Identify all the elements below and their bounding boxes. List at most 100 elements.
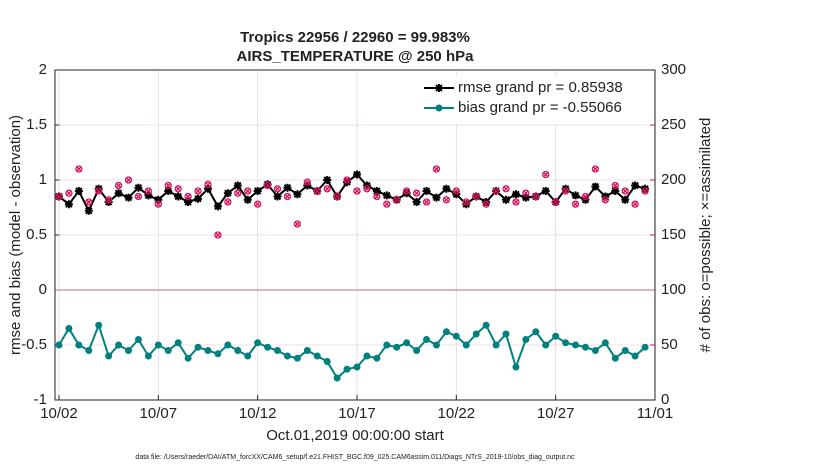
point [423, 336, 431, 343]
point [581, 343, 589, 351]
obs-cross [542, 171, 549, 178]
point [581, 192, 590, 201]
obs-circle [343, 176, 351, 184]
obs-circle [353, 187, 361, 195]
obs-circle [442, 196, 451, 204]
obs-cross [393, 196, 400, 203]
point [393, 196, 401, 204]
point [115, 341, 123, 349]
obs-cross [582, 193, 589, 200]
obs-cross [453, 188, 460, 194]
obs-cross [463, 199, 470, 205]
point [144, 191, 153, 200]
obs-cross [433, 166, 440, 172]
point [134, 192, 143, 201]
legend-label: bias grand pr = -0.55066 [458, 99, 622, 116]
point [442, 196, 451, 204]
obs-cross [403, 188, 410, 194]
point [532, 328, 540, 336]
point [323, 176, 332, 184]
obs-circle [144, 187, 153, 195]
obs-cross [602, 196, 609, 203]
obs-cross [532, 193, 539, 200]
point [154, 341, 162, 349]
obs-cross [125, 177, 132, 183]
obs-cross [592, 166, 599, 172]
obs-circle [174, 185, 182, 193]
obs-cross [75, 166, 82, 172]
point [124, 193, 133, 202]
obs-cross [324, 185, 331, 192]
x-tick-label: 10/27 [537, 405, 575, 422]
obs-cross [214, 232, 221, 238]
obs-circle [124, 176, 133, 184]
obs-cross [205, 181, 211, 188]
point [323, 358, 331, 365]
obs-cross [522, 190, 529, 197]
point [293, 190, 302, 199]
point [134, 183, 143, 192]
point [561, 187, 570, 195]
obs-circle [363, 185, 371, 193]
point [432, 341, 440, 349]
point [393, 343, 401, 351]
point [184, 354, 192, 362]
point [74, 187, 83, 195]
obs-cross [264, 182, 271, 189]
obs-cross [334, 193, 341, 200]
point [333, 192, 341, 201]
obs-cross [632, 201, 639, 208]
y2-tick-label: 100 [661, 281, 686, 298]
obs-circle [134, 192, 143, 201]
obs-circle [482, 200, 490, 208]
chart-title: Tropics 22956 / 22960 = 99.983% [240, 29, 470, 46]
point [95, 187, 103, 195]
point [542, 170, 550, 179]
point [611, 181, 619, 190]
point [621, 187, 629, 195]
point [203, 184, 212, 193]
obs-circle [244, 187, 252, 195]
point [144, 352, 152, 360]
point [532, 192, 540, 201]
point [641, 184, 650, 193]
obs-circle [452, 187, 460, 195]
x-tick-label: 11/01 [637, 405, 673, 422]
point [462, 200, 471, 209]
obs-circle [263, 181, 272, 190]
obs-cross [195, 188, 202, 194]
point [283, 352, 291, 360]
point [572, 341, 580, 349]
point [412, 198, 421, 206]
obs-cross [145, 188, 152, 194]
point [303, 347, 311, 354]
obs-cross [562, 188, 569, 194]
obs-cross [383, 201, 390, 208]
obs-circle [283, 192, 292, 201]
point [303, 178, 311, 186]
obs-circle [383, 200, 391, 208]
point [601, 196, 609, 204]
point [472, 330, 480, 338]
point [194, 187, 202, 195]
point [353, 363, 361, 371]
obs-cross [493, 188, 500, 194]
point [591, 347, 599, 354]
obs-circle [631, 200, 639, 208]
point [293, 220, 302, 228]
point [174, 339, 182, 347]
obs-circle [194, 187, 202, 195]
obs-cross [503, 185, 509, 192]
point [283, 183, 292, 192]
point [442, 184, 451, 193]
point [164, 187, 173, 195]
obs-cross [185, 193, 192, 200]
obs-circle [104, 196, 113, 204]
point [512, 363, 520, 371]
point [521, 193, 530, 202]
y-tick-label: -0.5 [21, 336, 47, 353]
point [253, 200, 262, 208]
point [224, 198, 232, 206]
point [64, 200, 73, 209]
